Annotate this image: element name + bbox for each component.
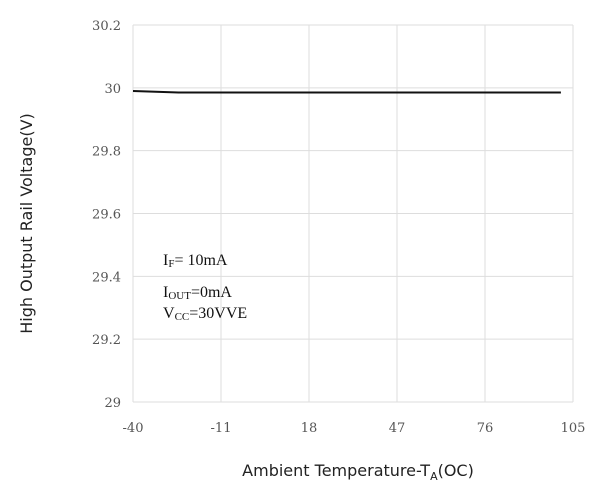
y-tick-label: 29.8: [92, 145, 121, 160]
annotation-subscript: F: [168, 258, 174, 270]
annotation-line: IF= 10mA: [163, 252, 228, 270]
x-tick-label: 47: [389, 421, 406, 436]
annotation-line: IOUT=0mA: [163, 284, 232, 302]
y-tick-label: 29.2: [92, 333, 121, 348]
annotation-rest: =30VVE: [189, 305, 247, 322]
x-axis-label-prefix: Ambient Temperature-T: [242, 461, 430, 480]
x-tick-label: 105: [561, 421, 586, 436]
y-tick-label: 29: [104, 396, 121, 411]
annotation-subscript: OUT: [168, 290, 191, 302]
y-tick-label: 30.2: [92, 19, 121, 34]
annotation-line: VCC=30VVE: [163, 305, 247, 323]
y-tick-label: 29.6: [92, 208, 121, 223]
x-tick-label: -11: [211, 421, 232, 436]
annotation-rest: = 10mA: [174, 252, 227, 269]
x-axis-label: Ambient Temperature-TA(OC): [242, 461, 474, 483]
annotation-main: I: [163, 284, 168, 301]
x-axis-label-suffix: (OC): [438, 461, 474, 480]
annotation-subscript: CC: [175, 311, 190, 323]
tick-labels: -40 -11 18 47 76 105 29 29.2 29.4 29.6 29.8 30 30.2: [92, 19, 585, 436]
annotation-rest: =0mA: [191, 284, 232, 301]
y-tick-label: 29.4: [92, 270, 121, 285]
y-tick-label: 30: [104, 82, 121, 97]
annotation-main: I: [163, 252, 168, 269]
annotation-main: V: [163, 305, 175, 322]
series-line: [132, 90, 561, 94]
y-axis-label: High Output Rail Voltage(V): [17, 113, 36, 334]
x-tick-label: -40: [123, 421, 144, 436]
x-tick-label: 18: [301, 421, 318, 436]
x-axis-label-subscript: A: [430, 470, 438, 483]
x-tick-label: 76: [477, 421, 494, 436]
grid: [132, 24, 574, 403]
series-layer: [132, 90, 561, 94]
